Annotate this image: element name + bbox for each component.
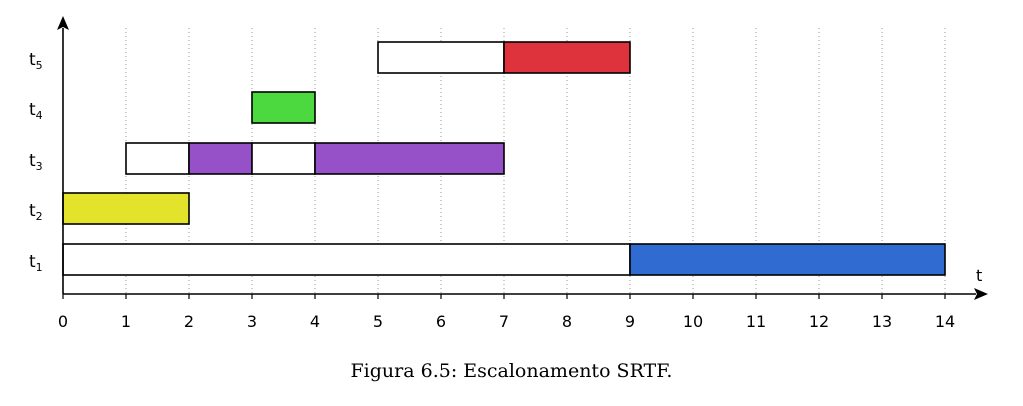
task-label: t4 (29, 100, 43, 122)
x-tick-label: 3 (247, 312, 257, 331)
x-tick-label: 1 (121, 312, 131, 331)
task-segment-running (188, 142, 253, 175)
task-segment-running (314, 142, 505, 175)
task-segment-running (251, 91, 316, 124)
x-tick-label: 14 (935, 312, 955, 331)
task-segment-ready (62, 243, 631, 276)
task-label: t1 (29, 252, 43, 274)
x-ticks: 0 1 2 3 4 5 6 7 8 9 10 11 12 13 14 (58, 294, 955, 331)
x-tick-label: 4 (310, 312, 320, 331)
x-tick-label: 2 (184, 312, 194, 331)
x-tick-label: 10 (683, 312, 703, 331)
x-tick-label: 13 (872, 312, 892, 331)
x-tick-label: 12 (809, 312, 829, 331)
axes: t (57, 16, 988, 300)
task-label: t3 (29, 151, 43, 173)
task-label: t5 (29, 50, 43, 72)
task-segment-ready (377, 41, 505, 74)
y-axis-arrowhead (57, 16, 69, 30)
x-tick-label: 5 (373, 312, 383, 331)
x-axis-label: t (976, 266, 982, 285)
task-segment-running (503, 41, 631, 74)
task-segment-running (629, 243, 946, 276)
x-tick-label: 6 (436, 312, 446, 331)
figure-caption: Figura 6.5: Escalonamento SRTF. (350, 360, 673, 382)
x-tick-label: 8 (562, 312, 572, 331)
x-tick-label: 7 (499, 312, 509, 331)
x-tick-label: 0 (58, 312, 68, 331)
task-label: t2 (29, 201, 43, 223)
x-tick-label: 9 (625, 312, 635, 331)
task-labels: t1 t2 t3 t4 t5 (29, 50, 43, 274)
x-axis-arrowhead (974, 288, 988, 300)
task-segment-running (62, 192, 190, 225)
task-segment-ready (251, 142, 316, 175)
task-segment-ready (125, 142, 190, 175)
x-tick-label: 11 (746, 312, 766, 331)
